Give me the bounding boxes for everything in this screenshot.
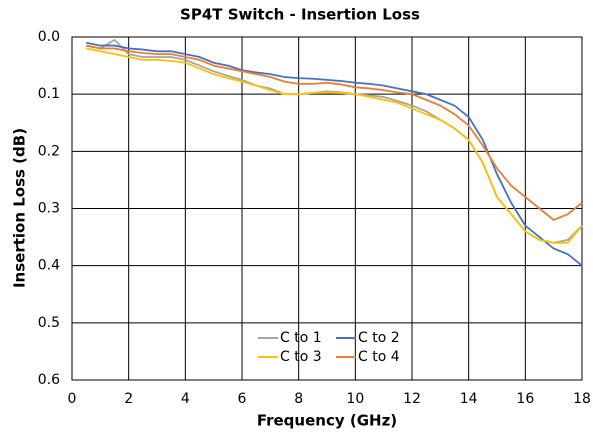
y-tick-label: 0.3	[38, 201, 60, 217]
x-tick-label: 10	[346, 391, 364, 407]
y-tick-label: 0.5	[38, 315, 60, 331]
x-tick-label: 12	[403, 391, 421, 407]
x-tick-label: 2	[124, 391, 133, 407]
y-tick-label: 0.4	[38, 258, 60, 274]
x-tick-label: 18	[573, 391, 591, 407]
series-line	[85, 41, 583, 267]
chart-title: SP4T Switch - Insertion Loss	[180, 6, 420, 24]
y-tick-label: 0.6	[38, 372, 60, 388]
y-tick-label: 0.1	[38, 86, 60, 102]
x-tick-label: 4	[181, 391, 190, 407]
legend-label: C to 4	[358, 349, 400, 365]
legend-label: C to 3	[280, 349, 322, 365]
y-tick-label: 0.2	[38, 143, 60, 159]
series-line	[85, 44, 583, 221]
x-tick-label: 14	[460, 391, 478, 407]
x-tick-label: 0	[68, 391, 77, 407]
series-line	[85, 47, 583, 244]
x-tick-label: 6	[238, 391, 247, 407]
y-tick-label: 0.0	[38, 29, 60, 45]
x-tick-label: 8	[294, 391, 303, 407]
legend-label: C to 2	[358, 330, 400, 346]
x-tick-label: 16	[516, 391, 534, 407]
legend-label: C to 1	[280, 330, 322, 346]
x-axis-title: Frequency (GHz)	[257, 412, 397, 430]
plot-frame	[71, 36, 583, 381]
y-axis-title: Insertion Loss (dB)	[11, 128, 29, 288]
